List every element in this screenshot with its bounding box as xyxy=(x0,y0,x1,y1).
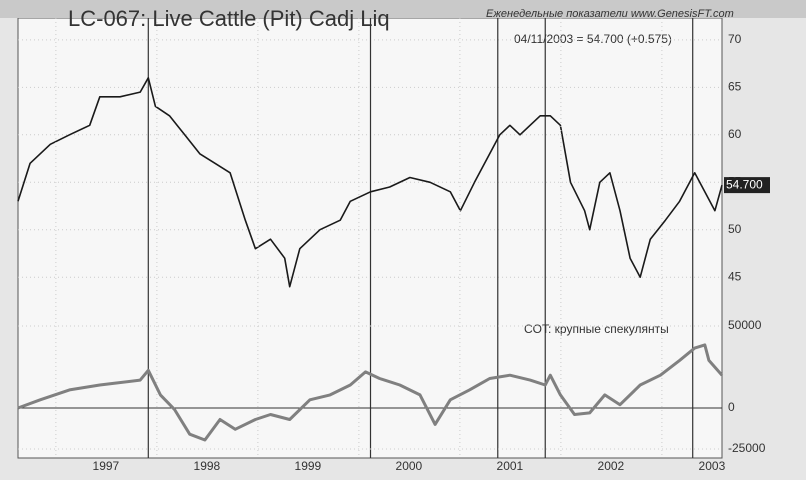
last-value-box xyxy=(724,177,770,194)
y-tick-label: 65 xyxy=(728,79,742,93)
subtitle: Еженедельные показатели www.GenesisFT.co… xyxy=(486,8,734,20)
y-tick-label: 0 xyxy=(728,400,735,414)
chart-title: LC-067: Live Cattle (Pit) Cadj Liq xyxy=(68,6,390,31)
x-tick-label: 2003 xyxy=(699,459,726,473)
x-tick-label: 2002 xyxy=(598,459,625,473)
x-tick-label: 1998 xyxy=(194,459,221,473)
panel-title: COT: крупные спекулянты xyxy=(524,322,669,336)
y-tick-label: 50 xyxy=(728,222,742,236)
annotation: 04/11/2003 = 54.700 (+0.575) xyxy=(514,32,672,46)
y-tick-label: 45 xyxy=(728,269,742,283)
x-tick-label: 2001 xyxy=(497,459,524,473)
x-tick-label: 2000 xyxy=(396,459,423,473)
y-tick-label: 70 xyxy=(728,32,742,46)
x-tick-label: 1997 xyxy=(93,459,120,473)
y-tick-label: 60 xyxy=(728,127,742,141)
header-band xyxy=(0,0,806,18)
x-tick-label: 1999 xyxy=(295,459,322,473)
last-value-label: 54.700 xyxy=(726,177,763,191)
y-tick-label: -25000 xyxy=(728,441,766,455)
price-line xyxy=(17,343,724,442)
price-line xyxy=(17,77,723,288)
y-tick-label: 50000 xyxy=(728,318,762,332)
